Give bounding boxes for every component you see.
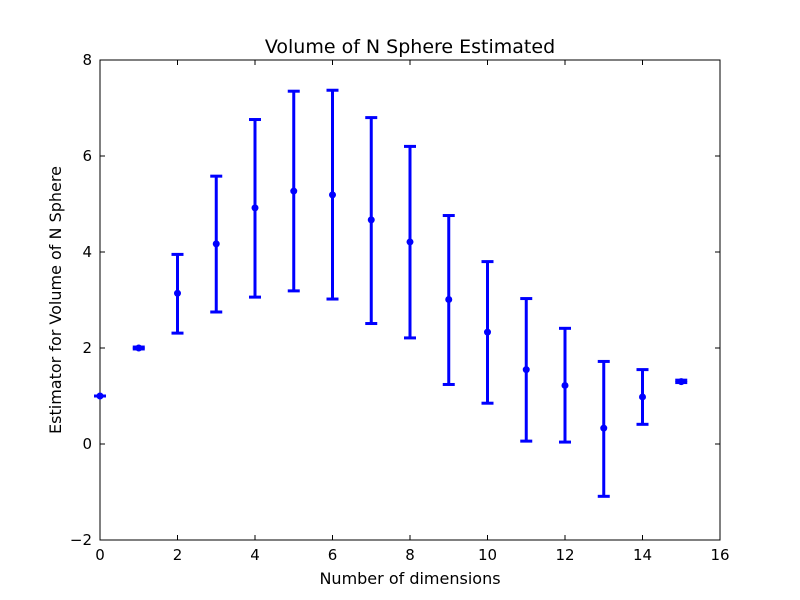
data-point xyxy=(600,424,608,432)
x-tick-label: 14 xyxy=(633,546,652,564)
data-point xyxy=(174,289,181,297)
data-point xyxy=(522,366,530,374)
data-point xyxy=(639,393,646,401)
data-point xyxy=(367,216,375,224)
chart-title: Volume of N Sphere Estimated xyxy=(265,36,555,58)
data-point xyxy=(329,191,336,199)
y-tick-label: 4 xyxy=(82,243,92,261)
data-point xyxy=(135,344,143,352)
x-tick-label: 16 xyxy=(710,546,729,564)
data-point xyxy=(251,204,259,212)
data-point xyxy=(677,378,685,386)
data-point xyxy=(290,187,298,195)
x-tick-label: 12 xyxy=(555,546,574,564)
data-point xyxy=(445,296,453,304)
y-tick-label: 2 xyxy=(82,339,92,357)
y-tick-label: 8 xyxy=(82,51,92,69)
x-tick-label: 6 xyxy=(328,546,338,564)
y-tick-label: 6 xyxy=(82,147,92,165)
x-axis-label: Number of dimensions xyxy=(319,569,500,588)
data-point xyxy=(561,381,569,389)
x-tick-label: 2 xyxy=(173,546,183,564)
data-point xyxy=(484,328,491,336)
data-point xyxy=(96,392,104,400)
data-point xyxy=(406,238,414,246)
x-tick-label: 4 xyxy=(250,546,260,564)
x-tick-label: 10 xyxy=(478,546,497,564)
x-tick-label: 8 xyxy=(405,546,415,564)
y-axis-label: Estimator for Volume of N Sphere xyxy=(46,166,65,434)
data-point xyxy=(212,240,220,248)
x-tick-label: 0 xyxy=(95,546,105,564)
y-tick-label: 0 xyxy=(82,435,92,453)
y-tick-label: −2 xyxy=(70,531,92,549)
